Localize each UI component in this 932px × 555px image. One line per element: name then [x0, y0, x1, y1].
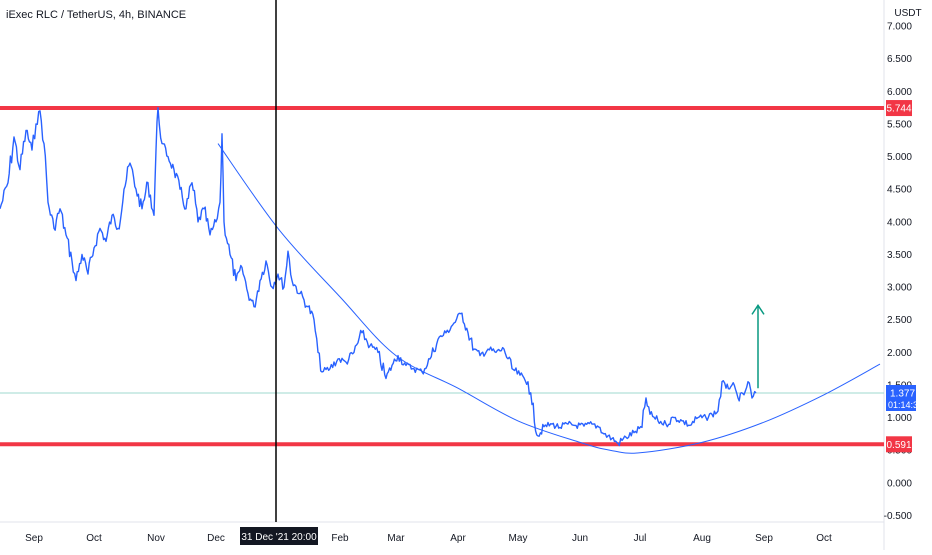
x-tick-label: Jul: [634, 533, 647, 544]
y-unit-label: USDT: [894, 8, 921, 19]
y-tick-label: 4.000: [887, 217, 912, 228]
chart-title: iExec RLC / TetherUS, 4h, BINANCE: [6, 9, 187, 21]
x-tick-label: Jun: [572, 533, 588, 544]
x-tick-label: May: [509, 533, 528, 544]
last-price-badge: [886, 385, 916, 412]
x-tick-label: Sep: [755, 533, 773, 544]
y-tick-label: -0.500: [884, 511, 913, 522]
y-tick-label: 2.000: [887, 348, 912, 359]
x-tick-label: Feb: [331, 533, 349, 544]
y-tick-label: 1.000: [887, 413, 912, 424]
level-price-badge: [886, 100, 912, 117]
up-arrow-head: [751, 304, 765, 315]
countdown-label: 01:14:35: [888, 400, 923, 410]
x-tick-label: Oct: [86, 533, 102, 544]
x-tick-label: Sep: [25, 533, 43, 544]
crosshair-date-label: 31 Dec '21 20:00: [241, 532, 317, 543]
y-tick-label: 6.500: [887, 54, 912, 65]
x-tick-label: Nov: [147, 533, 165, 544]
x-tick-label: Aug: [693, 533, 711, 544]
y-tick-label: 5.500: [887, 119, 912, 130]
level-price-badge: [886, 436, 912, 453]
y-tick-label: 2.500: [887, 315, 912, 326]
y-tick-label: 7.000: [887, 22, 912, 33]
y-tick-label: 3.000: [887, 283, 912, 294]
level-price-label: 5.744: [886, 104, 911, 115]
y-tick-label: 4.500: [887, 185, 912, 196]
crosshair-date-badge: [240, 527, 318, 545]
x-tick-label: Oct: [816, 533, 832, 544]
y-tick-label: 3.500: [887, 250, 912, 261]
y-tick-label: 0.000: [887, 478, 912, 489]
x-tick-label: Apr: [450, 533, 466, 544]
y-tick-label: 5.000: [887, 152, 912, 163]
price-series-line: [0, 107, 757, 447]
trend-curve: [217, 143, 881, 454]
x-tick-label: Mar: [387, 533, 405, 544]
x-tick-label: Dec: [207, 533, 225, 544]
y-tick-label: 6.000: [887, 87, 912, 98]
last-price-label: 1.377: [890, 389, 915, 400]
level-price-label: 0.591: [886, 440, 911, 451]
